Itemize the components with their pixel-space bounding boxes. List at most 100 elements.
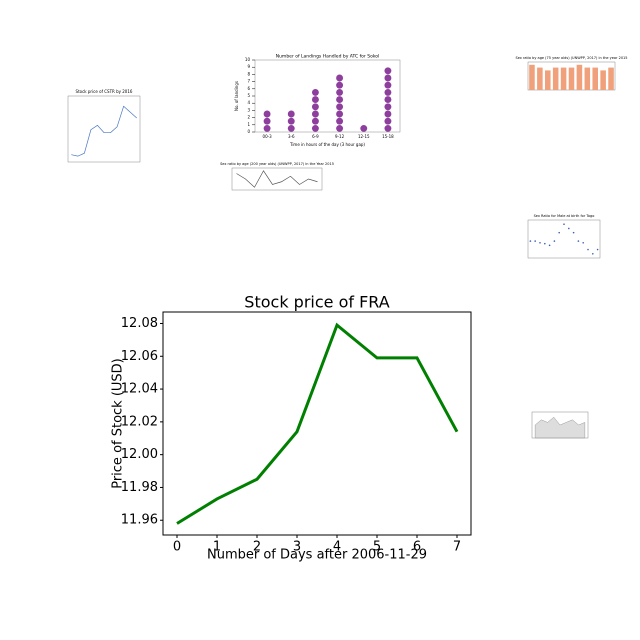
point xyxy=(577,240,580,242)
dot-stack xyxy=(287,110,295,132)
point xyxy=(534,240,536,242)
dot xyxy=(311,88,319,96)
x-tick-label: 6 xyxy=(413,540,421,555)
bar xyxy=(545,70,551,90)
dot xyxy=(311,96,319,104)
dot xyxy=(336,117,344,125)
dot xyxy=(287,117,295,125)
y-tick-label: 12.06 xyxy=(121,349,158,364)
bar xyxy=(537,67,543,90)
point xyxy=(572,231,575,234)
chart-title: Sex ratio by age (75 year olds) (UNWPP, … xyxy=(515,56,627,60)
x-tick-label: 7 xyxy=(453,540,461,555)
dot xyxy=(311,124,319,132)
bar xyxy=(592,67,598,90)
point xyxy=(529,240,532,242)
point xyxy=(544,242,546,245)
dot xyxy=(336,74,344,82)
x-tick-label: 3 xyxy=(293,540,301,555)
dot-stack xyxy=(360,124,368,132)
dot-stack xyxy=(384,67,392,132)
point xyxy=(548,244,551,247)
bar xyxy=(560,67,567,90)
dot-stack xyxy=(311,88,319,132)
dot xyxy=(384,117,392,125)
y-tick-label: 5 xyxy=(247,93,250,98)
point xyxy=(563,223,565,226)
axes-frame xyxy=(527,219,601,259)
y-tick-label: 4 xyxy=(247,100,250,105)
bar xyxy=(576,64,583,90)
chart-title: Sex ratio by age (200 year olds) (UNWPP,… xyxy=(220,162,334,166)
chart-title: Number of Landings Handled by ATC for So… xyxy=(276,54,380,60)
bar xyxy=(608,67,614,90)
y-tick-label: 11.96 xyxy=(121,513,158,528)
dot xyxy=(360,124,368,132)
point xyxy=(568,227,570,230)
point xyxy=(582,242,584,244)
dot xyxy=(287,110,295,118)
y-tick-label: 12.02 xyxy=(121,414,158,429)
line-series xyxy=(236,170,318,188)
y-tick-label: 10 xyxy=(245,57,251,62)
axes-frame xyxy=(254,59,401,133)
point xyxy=(553,240,556,242)
x-tick-label: 12-15 xyxy=(358,134,370,139)
chart-title: Stock price of FRA xyxy=(244,293,389,312)
x-tick-label: 15-18 xyxy=(382,134,394,139)
dot xyxy=(263,117,271,125)
dot xyxy=(336,103,344,111)
dot xyxy=(384,103,392,111)
bar xyxy=(600,70,606,90)
x-tick-label: 9-12 xyxy=(335,134,345,139)
dot xyxy=(263,110,271,118)
dot xyxy=(336,88,344,96)
bar xyxy=(552,67,559,90)
x-tick-label: 0 xyxy=(173,540,181,555)
point xyxy=(539,242,541,244)
x-tick-label: 00-3 xyxy=(263,134,273,139)
dot xyxy=(263,124,271,132)
dot xyxy=(336,110,344,118)
dot xyxy=(384,110,392,118)
dot-stack xyxy=(336,74,344,132)
area-series xyxy=(534,416,586,439)
point xyxy=(558,231,560,234)
dot-stack xyxy=(263,110,271,132)
dot xyxy=(311,110,319,118)
dot xyxy=(384,88,392,96)
x-tick-label: 4 xyxy=(333,540,341,555)
y-tick-label: 2 xyxy=(247,115,250,120)
y-tick-label: 12.04 xyxy=(121,382,158,397)
bar xyxy=(568,67,575,90)
x-tick-label: 2 xyxy=(253,540,261,555)
y-axis-label: Price of Stock (USD) xyxy=(111,358,126,489)
chart-title: Stock price of CSTR by 2016 xyxy=(76,89,133,94)
y-tick-label: 3 xyxy=(247,107,250,112)
dot xyxy=(336,124,344,132)
axes-frame xyxy=(67,95,141,163)
chart-title: Sex Ratio for Male at birth for Togo xyxy=(534,214,595,218)
bar xyxy=(529,64,535,90)
point xyxy=(596,248,599,251)
x-axis-label: Number of Days after 2006-11-29 xyxy=(207,548,427,563)
y-axis-label: No. of landings xyxy=(234,81,239,111)
y-tick-label: 7 xyxy=(247,79,250,84)
y-tick-label: 6 xyxy=(247,86,250,91)
dot xyxy=(384,124,392,132)
y-tick-label: 9 xyxy=(247,64,250,69)
dot xyxy=(287,124,295,132)
y-tick-label: 0 xyxy=(247,129,250,134)
axes-frame xyxy=(231,167,323,191)
x-axis-label: Time in hours of the day (3 hour gap) xyxy=(289,142,365,147)
dot xyxy=(384,67,392,75)
x-tick-label: 1 xyxy=(213,540,221,555)
dot xyxy=(384,74,392,82)
x-tick-label: 5 xyxy=(373,540,381,555)
point xyxy=(592,252,594,255)
axes-frame xyxy=(162,311,472,536)
dot xyxy=(384,81,392,89)
dot xyxy=(311,117,319,125)
x-tick-label: 3-6 xyxy=(288,134,295,139)
